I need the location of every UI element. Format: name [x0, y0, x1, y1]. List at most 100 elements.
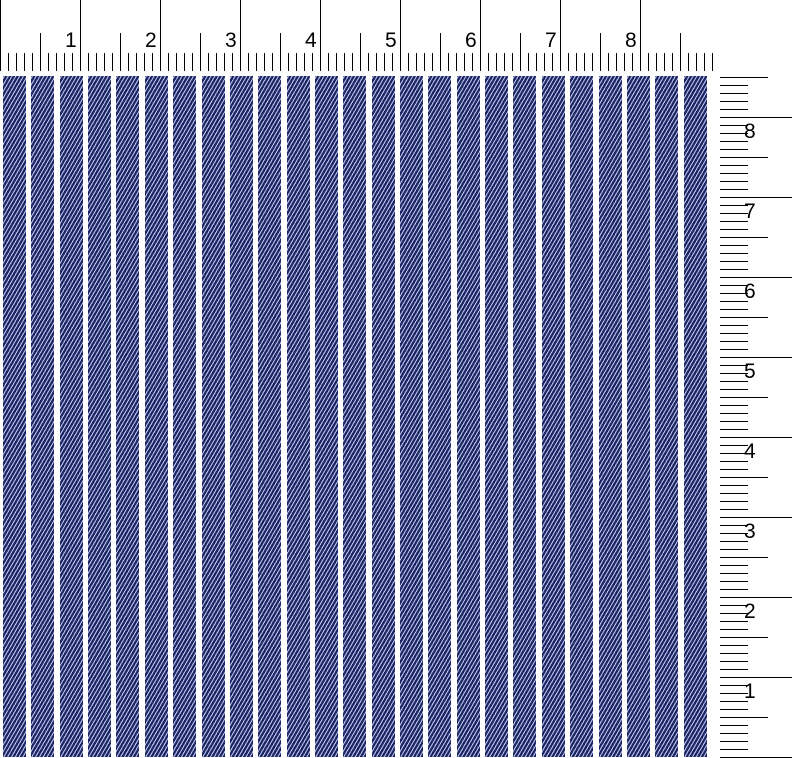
ruler-label: 1 — [744, 680, 756, 703]
ruler-tick — [664, 53, 665, 71]
ruler-tick — [88, 53, 89, 71]
ruler-label: 7 — [744, 200, 756, 223]
ruler-tick — [328, 53, 329, 71]
fabric-stripe — [229, 76, 253, 757]
ruler-tick — [720, 253, 748, 254]
fabric-stripe — [258, 76, 282, 757]
ruler-tick — [656, 53, 657, 71]
ruler-label: 6 — [744, 280, 756, 303]
ruler-tick — [168, 53, 169, 71]
ruler-tick — [720, 717, 768, 718]
ruler-tick — [720, 181, 748, 182]
ruler-label: 8 — [744, 120, 756, 143]
ruler-tick — [720, 77, 768, 78]
ruler-tick — [720, 221, 748, 222]
ruler-tick — [720, 629, 748, 630]
ruler-tick — [720, 645, 748, 646]
ruler-tick — [720, 357, 792, 358]
ruler-tick — [720, 317, 768, 318]
ruler-tick — [720, 341, 748, 342]
ruler-tick — [248, 53, 249, 71]
ruler-tick — [720, 517, 792, 518]
ruler-label: 3 — [744, 520, 756, 543]
side-ruler: 8 7 6 5 4 3 2 1 — [712, 72, 792, 758]
ruler-tick — [24, 53, 25, 71]
ruler-tick — [360, 33, 361, 71]
ruler-tick — [720, 333, 748, 334]
ruler-tick — [616, 53, 617, 71]
ruler-tick — [600, 33, 601, 71]
fabric-stripe — [541, 76, 565, 757]
ruler-tick — [720, 709, 748, 710]
fabric-stripe — [456, 76, 480, 757]
ruler-tick — [720, 669, 748, 670]
ruler-tick — [200, 33, 201, 71]
ruler-tick — [312, 53, 313, 71]
ruler-tick — [608, 53, 609, 71]
ruler-tick — [624, 53, 625, 71]
ruler-tick — [432, 53, 433, 71]
ruler-tick — [720, 685, 748, 686]
ruler-tick — [408, 53, 409, 71]
ruler-tick — [272, 53, 273, 71]
ruler-label: 4 — [305, 29, 317, 52]
ruler-tick — [400, 0, 401, 71]
ruler-tick — [520, 33, 521, 71]
ruler-tick — [144, 53, 145, 71]
ruler-tick — [504, 53, 505, 71]
ruler-tick — [40, 33, 41, 71]
ruler-tick — [688, 53, 689, 71]
ruler-tick — [184, 53, 185, 71]
ruler-tick — [456, 53, 457, 71]
ruler-tick — [80, 0, 81, 71]
ruler-tick — [120, 33, 121, 71]
fabric-stripe — [173, 76, 197, 757]
fabric-stripe — [201, 76, 225, 757]
fabric-stripe — [371, 76, 395, 757]
ruler-tick — [720, 125, 748, 126]
ruler-label: 6 — [465, 29, 477, 52]
ruler-tick — [720, 501, 748, 502]
ruler-tick — [528, 53, 529, 71]
ruler-tick — [720, 149, 748, 150]
ruler-tick — [552, 53, 553, 71]
fabric-stripe — [683, 76, 707, 757]
ruler-tick — [720, 101, 748, 102]
fabric-stripe — [3, 76, 26, 757]
ruler-tick — [720, 117, 792, 118]
ruler-tick — [584, 53, 585, 71]
ruler-tick — [232, 53, 233, 71]
ruler-tick — [160, 0, 161, 71]
fabric-stripe — [286, 76, 310, 757]
ruler-tick — [720, 677, 792, 678]
ruler-tick — [720, 165, 748, 166]
ruler-tick — [720, 741, 748, 742]
ruler-tick — [720, 349, 748, 350]
ruler-tick — [720, 485, 748, 486]
ruler-label: 1 — [65, 29, 77, 52]
ruler-tick — [680, 33, 681, 71]
ruler-tick — [720, 197, 792, 198]
ruler-tick — [720, 541, 748, 542]
ruler-tick — [720, 589, 748, 590]
ruler-tick — [392, 53, 393, 71]
ruler-tick — [720, 205, 748, 206]
ruler-tick — [720, 261, 748, 262]
ruler-tick — [720, 461, 748, 462]
ruler-tick — [240, 0, 241, 71]
ruler-tick — [720, 525, 748, 526]
ruler-tick — [472, 53, 473, 71]
ruler-tick — [512, 53, 513, 71]
ruler-tick — [416, 53, 417, 71]
ruler-tick — [720, 637, 768, 638]
ruler-tick — [56, 53, 57, 71]
ruler-tick — [368, 53, 369, 71]
fabric-stripe — [88, 76, 112, 757]
ruler-tick — [216, 53, 217, 71]
ruler-tick — [48, 53, 49, 71]
ruler-label: 8 — [625, 29, 637, 52]
top-ruler: 1 2 3 4 5 6 7 8 — [0, 0, 720, 72]
ruler-tick — [720, 237, 768, 238]
ruler-tick — [0, 0, 1, 71]
ruler-tick — [648, 53, 649, 71]
